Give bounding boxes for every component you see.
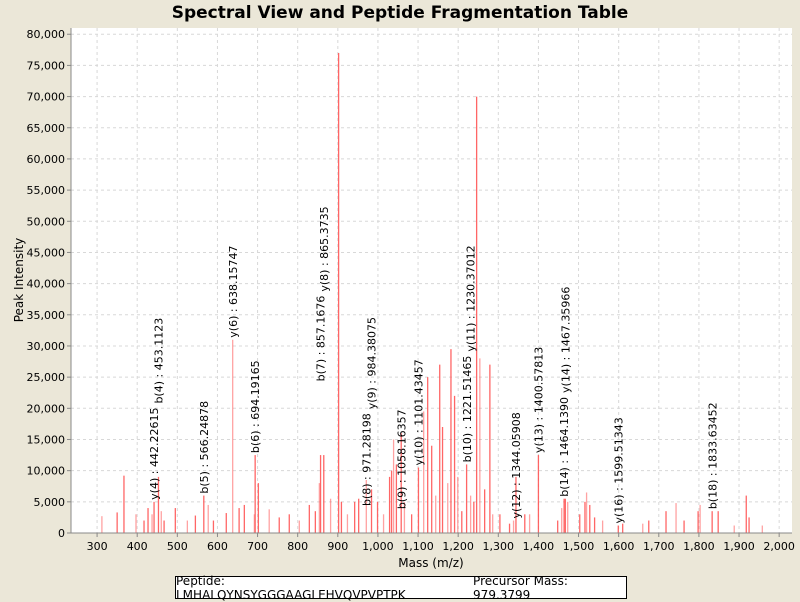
- y-tick-label: 15,000: [27, 433, 66, 446]
- peptide-legend: Peptide: LMHALQYNSYGGGAAGLEHVQVPVPTPK Pr…: [175, 573, 627, 602]
- fragment-label: b(6) : 694.19165: [249, 360, 262, 453]
- y-tick-label: 70,000: [27, 91, 66, 104]
- y-tick-label: 20,000: [27, 402, 66, 415]
- x-tick-label: 300: [87, 540, 108, 553]
- fragment-label: b(7) : 857.1676: [315, 296, 328, 382]
- y-tick-label: 10,000: [27, 465, 66, 478]
- fragment-label: b(8) : 971.28198: [360, 413, 373, 506]
- x-tick-label: 900: [327, 540, 348, 553]
- x-tick-label: 1,200: [442, 540, 474, 553]
- y-tick-label: 55,000: [27, 184, 66, 197]
- fragment-label: y(12) : 1344.05908: [510, 412, 523, 518]
- x-tick-label: 600: [207, 540, 228, 553]
- fragment-label: y(9) : 984.38075: [366, 317, 379, 409]
- y-tick-label: 5,000: [34, 496, 66, 509]
- x-tick-label: 500: [167, 540, 188, 553]
- y-tick-label: 60,000: [27, 153, 66, 166]
- y-tick-label: 65,000: [27, 122, 66, 135]
- fragment-label: y(13) : 1400.57813: [533, 347, 546, 453]
- x-tick-label: 1,000: [362, 540, 394, 553]
- y-tick-label: 0: [58, 527, 65, 540]
- x-tick-label: 1,800: [683, 540, 715, 553]
- y-tick-label: 75,000: [27, 59, 66, 72]
- axes: 300 400 500 600 700 800 900 1,000 1,100 1,200 1,30…: [27, 28, 795, 553]
- x-tick-label: 2,000: [763, 540, 795, 553]
- y-axis-label: Peak Intensity: [12, 238, 26, 323]
- y-tick-label: 50,000: [27, 215, 66, 228]
- x-tick-label: 400: [127, 540, 148, 553]
- x-tick-label: 1,400: [523, 540, 555, 553]
- x-tick-label: 1,900: [723, 540, 755, 553]
- fragment-label: y(10) : 1101.43457: [413, 359, 426, 465]
- precursor-mass: Precursor Mass: 979.3799: [473, 573, 568, 602]
- y-tick-label: 80,000: [27, 28, 66, 41]
- fragment-label: b(14) : 1464.1390: [558, 397, 571, 497]
- fragment-label: b(9) : 1058.16357: [395, 409, 408, 509]
- y-tick-label: 45,000: [27, 246, 66, 259]
- x-tick-label: 1,500: [563, 540, 595, 553]
- x-tick-label: 1,300: [483, 540, 515, 553]
- fragment-label: y(11) : 1230.37012: [464, 245, 477, 351]
- annotations: y(4) : 442.22615 b(4) : 453.1123 b(5) : 56…: [148, 206, 719, 523]
- x-tick-label: 1,700: [643, 540, 675, 553]
- fragment-label: b(4) : 453.1123: [153, 318, 166, 404]
- y-tick-label: 25,000: [27, 371, 66, 384]
- peaks: [101, 52, 763, 533]
- y-tick-label: 30,000: [27, 340, 66, 353]
- spectrum-chart: y(4) : 442.22615 b(4) : 453.1123 b(5) : 56…: [12, 28, 795, 570]
- fragment-label: b(18) : 1833.63452: [706, 402, 719, 509]
- fragment-label: y(6) : 638.15747: [227, 245, 240, 337]
- x-tick-label: 800: [287, 540, 308, 553]
- x-tick-label: 700: [247, 540, 268, 553]
- peptide-sequence: Peptide: LMHALQYNSYGGGAAGLEHVQVPVPTPK: [176, 573, 406, 602]
- fragment-label: b(5) : 566.24878: [198, 401, 211, 494]
- fragment-label: y(16) : 1599.51343: [612, 417, 625, 523]
- y-tick-label: 35,000: [27, 309, 66, 322]
- fragment-label: y(14) : 1467.35966: [559, 287, 572, 393]
- chart-title: Spectral View and Peptide Fragmentation …: [171, 3, 629, 23]
- fragment-label: y(4) : 442.22615: [148, 408, 161, 500]
- x-tick-label: 1,600: [603, 540, 635, 553]
- fragment-label: b(10) : 1221.51465: [461, 356, 474, 463]
- x-axis-label: Mass (m/z): [398, 556, 463, 570]
- fragment-label: y(8) : 865.3735: [318, 206, 331, 291]
- y-tick-label: 40,000: [27, 278, 66, 291]
- x-tick-label: 1,100: [402, 540, 434, 553]
